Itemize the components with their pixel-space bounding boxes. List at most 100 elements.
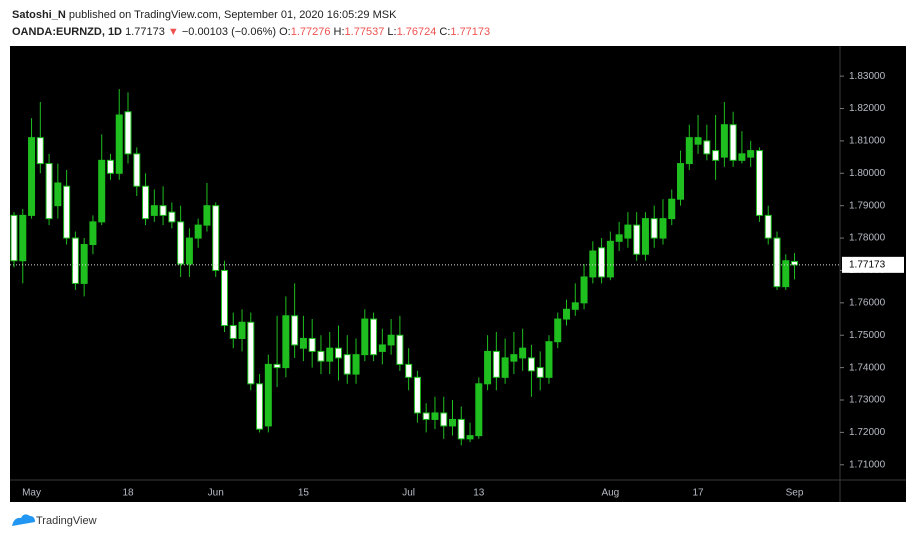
candle-body: [554, 318, 562, 343]
y-tick-label: 1.75000: [849, 330, 886, 341]
candle-body: [589, 250, 597, 278]
candle-body: [124, 111, 132, 155]
x-tick-label: Aug: [601, 488, 619, 499]
x-tick-label: 17: [692, 488, 704, 499]
last-price: 1.77173: [125, 26, 165, 38]
candle-body: [378, 344, 386, 352]
candle-body: [773, 237, 781, 288]
candle-body: [791, 261, 799, 266]
candle-body: [738, 153, 746, 161]
y-tick-label: 1.76000: [849, 297, 886, 308]
candle-body: [712, 150, 720, 161]
candle-body: [220, 269, 228, 327]
candle-body: [694, 137, 702, 145]
o-label: O:: [279, 26, 291, 38]
candle-body: [466, 435, 474, 440]
y-tick-label: 1.82000: [849, 103, 886, 114]
published: published on TradingView.com, September …: [69, 9, 397, 21]
candle-body: [291, 315, 299, 346]
candle-body: [247, 321, 255, 385]
candle-body: [36, 137, 44, 165]
candle-body: [519, 347, 527, 359]
candle-body: [185, 237, 193, 265]
candle-body: [115, 114, 123, 174]
x-tick-label: 18: [122, 488, 134, 499]
candle-body: [677, 163, 685, 200]
attribution: Satoshi_N published on TradingView.com, …: [12, 9, 397, 21]
candle-body: [264, 363, 272, 427]
candle-body: [764, 214, 772, 239]
y-tick-label: 1.78000: [849, 233, 886, 244]
y-tick-label: 1.71000: [849, 459, 886, 470]
change-arrow: ▼: [168, 26, 179, 38]
candle-body: [63, 185, 71, 239]
candle-body: [308, 337, 316, 352]
candle-body: [782, 260, 790, 288]
candle-body: [238, 321, 246, 339]
candle-body: [326, 347, 334, 362]
candle-body: [150, 205, 158, 216]
last-price-box: [842, 256, 904, 273]
x-tick-label: May: [22, 488, 41, 499]
y-tick-label: 1.83000: [849, 71, 886, 82]
candle-body: [484, 350, 492, 385]
x-tick-label: 13: [473, 488, 485, 499]
candle-body: [343, 354, 351, 375]
candle-body: [28, 137, 36, 216]
legend-row: OANDA:EURNZD, 1D 1.77173 ▼ −0.00103 (−0.…: [12, 26, 490, 38]
candle-body: [282, 315, 290, 369]
open-value: 1.77276: [291, 26, 331, 38]
candle-body: [571, 302, 579, 310]
candle-body: [133, 153, 141, 187]
candle-body: [545, 341, 553, 378]
candle-body: [299, 337, 307, 349]
candle-body: [492, 350, 500, 378]
candle-body: [449, 418, 456, 427]
candle-body: [159, 205, 167, 216]
candle-body: [457, 418, 465, 440]
candle-body: [370, 318, 378, 356]
l-label: L:: [387, 26, 396, 38]
candle-body: [45, 163, 53, 220]
change: −0.00103 (−0.06%): [182, 26, 276, 38]
candle-body: [361, 318, 369, 356]
candle-body: [624, 224, 632, 239]
candle-body: [89, 221, 97, 246]
candle-body: [71, 237, 79, 284]
candle-body: [80, 244, 88, 284]
candle-body: [685, 137, 693, 165]
y-tick-label: 1.79000: [849, 200, 886, 211]
candle-body: [273, 363, 281, 369]
candle-body: [422, 412, 430, 420]
candle-body: [142, 185, 150, 220]
candle-body: [405, 363, 413, 378]
candle-body: [212, 205, 220, 271]
brand: TradingView: [36, 515, 97, 527]
candle-body: [256, 383, 264, 430]
candle-body: [229, 325, 237, 339]
candle-body: [501, 357, 509, 378]
candle-body: [440, 412, 448, 427]
candle-body: [19, 214, 27, 262]
logo: TradingView: [12, 514, 97, 527]
c-label: C:: [439, 26, 450, 38]
y-tick-label: 1.81000: [849, 136, 886, 147]
candle-body: [729, 124, 737, 161]
logo-icon: [12, 514, 35, 526]
candle-body: [633, 224, 641, 255]
candle-body: [606, 240, 614, 278]
candle-body: [510, 354, 518, 362]
y-tick-label: 1.74000: [849, 362, 886, 373]
candle-body: [334, 347, 342, 359]
candle-body: [659, 218, 667, 239]
candle-body: [703, 140, 711, 155]
candle-body: [755, 150, 763, 216]
last-price-label: 1.77173: [849, 259, 886, 270]
high-value: 1.77537: [345, 26, 385, 38]
author: Satoshi_N: [12, 9, 66, 21]
candle-body: [203, 205, 211, 226]
candle-body: [615, 234, 623, 242]
candle-body: [536, 367, 544, 378]
